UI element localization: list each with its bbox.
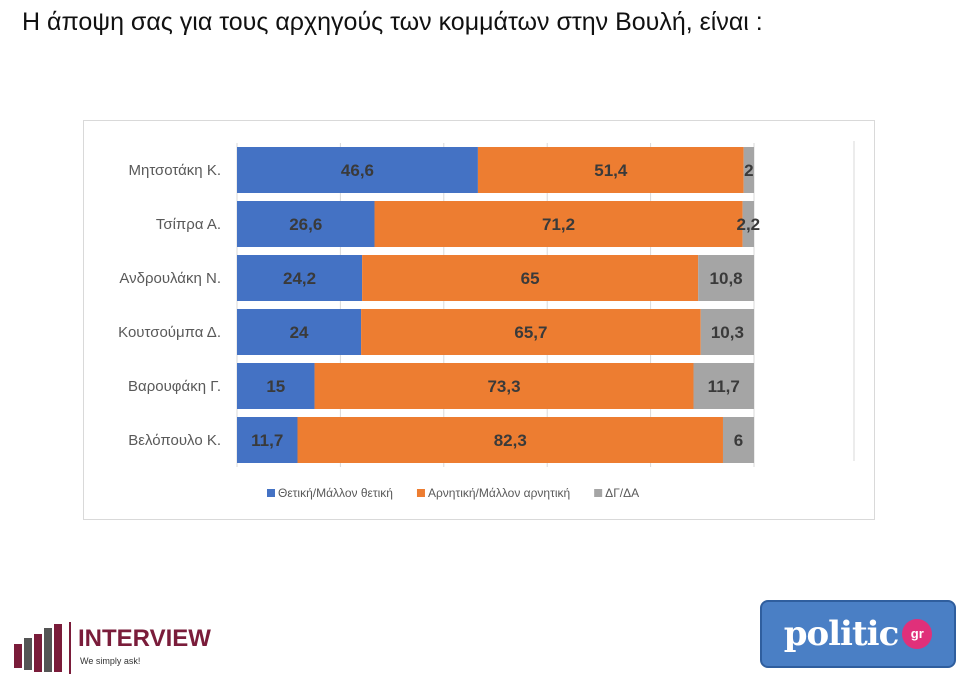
data-label: 15 — [266, 377, 285, 396]
data-label: 65,7 — [514, 323, 547, 342]
interview-bars-icon — [14, 622, 71, 674]
data-label: 51,4 — [594, 161, 628, 180]
data-label: 6 — [734, 431, 743, 450]
legend-swatch — [416, 489, 425, 497]
data-label: 71,2 — [542, 215, 575, 234]
legend-label: ΔΓ/ΔΑ — [605, 486, 639, 500]
data-label: 2,2 — [736, 215, 760, 234]
category-label: Ανδρουλάκη Ν. — [119, 270, 221, 287]
politic-logo: politic gr — [760, 600, 956, 668]
bar-segment — [237, 255, 363, 301]
data-label: 82,3 — [494, 431, 527, 450]
bar-segment — [361, 309, 701, 355]
chart-container: Μητσοτάκη Κ. 46,6 51,4 2 Τσίπρα Α. 26,6 71,2 2,… — [83, 120, 875, 520]
bar-segment — [297, 417, 723, 463]
data-label: 10,8 — [710, 269, 743, 288]
bar-segment — [693, 363, 754, 409]
bar-segment — [362, 255, 699, 301]
legend-label: Θετική/Μάλλον θετική — [278, 486, 393, 500]
bar-segment — [742, 201, 754, 247]
bar-segment — [237, 363, 315, 409]
stacked-bar-chart: Μητσοτάκη Κ. 46,6 51,4 2 Τσίπρα Α. 26,6 71,2 2,… — [118, 141, 855, 500]
bar-segment — [374, 201, 743, 247]
data-label: 73,3 — [487, 377, 520, 396]
bar-segment — [237, 417, 298, 463]
bar-segment — [237, 201, 375, 247]
bar-segment — [700, 309, 754, 355]
category-label: Βελόπουλο Κ. — [128, 432, 221, 449]
bar-segment — [722, 417, 754, 463]
category-label: Μητσοτάκη Κ. — [128, 162, 221, 179]
data-label: 2 — [744, 161, 753, 180]
legend-swatch — [594, 489, 603, 497]
category-label: Τσίπρα Α. — [156, 216, 221, 233]
data-label: 24,2 — [283, 269, 316, 288]
data-label: 46,6 — [341, 161, 374, 180]
politic-name: politic — [783, 614, 900, 654]
category-label: Βαρουφάκη Γ. — [128, 378, 221, 395]
legend-label: Αρνητική/Μάλλον αρνητική — [428, 486, 570, 500]
bar-segment — [237, 147, 478, 193]
data-label: 65 — [521, 269, 540, 288]
bar-segment — [743, 147, 754, 193]
politic-gr-badge: gr — [902, 619, 933, 649]
data-label: 11,7 — [708, 377, 740, 396]
bar-segment — [237, 309, 362, 355]
data-label: 26,6 — [289, 215, 322, 234]
legend-swatch — [267, 489, 275, 497]
interview-logo: INTERVIEW We simply ask! — [12, 622, 242, 674]
data-label: 11,7 — [251, 431, 283, 450]
bar-segment — [477, 147, 744, 193]
data-label: 24 — [290, 323, 309, 342]
category-label: Κουτσούμπα Δ. — [118, 324, 221, 341]
bar-segment — [314, 363, 694, 409]
bar-segment — [698, 255, 754, 301]
data-label: 10,3 — [711, 323, 744, 342]
page-title: Η άποψη σας για τους αρχηγούς των κομμάτ… — [22, 8, 763, 36]
interview-tagline: We simply ask! — [80, 656, 141, 666]
interview-name: INTERVIEW — [78, 625, 211, 652]
